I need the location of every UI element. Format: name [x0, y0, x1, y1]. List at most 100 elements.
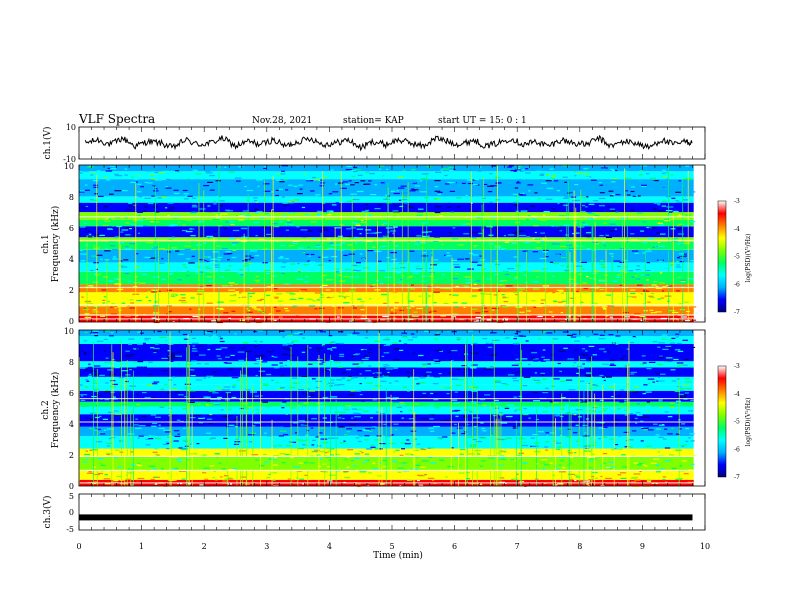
spec-spike [240, 370, 241, 486]
spec-speckle [297, 193, 303, 195]
spec-speckle [393, 346, 399, 348]
spec-speckle [395, 404, 399, 406]
spec-speckle [662, 478, 666, 481]
spec-speckle [519, 235, 526, 237]
spec-speckle [456, 368, 461, 370]
spec-speckle [578, 466, 584, 468]
spec-speckle [601, 306, 606, 308]
colorbar-ch1-scale [717, 200, 727, 313]
spec-speckle [324, 229, 329, 231]
spec-speckle [677, 364, 685, 367]
spec-speckle [152, 419, 160, 421]
spec-speckle [284, 364, 287, 366]
spec-speckle [166, 305, 172, 307]
spec-speckle [679, 393, 684, 395]
spec-speckle [454, 290, 457, 292]
spec-speckle [437, 191, 443, 193]
spec-speckle [222, 248, 228, 250]
spec-speckle [82, 170, 89, 172]
spec-speckle [668, 346, 672, 348]
spec-speckle [593, 441, 597, 444]
spec-speckle [451, 447, 454, 449]
spec-speckle [612, 423, 618, 425]
spec-speckle [552, 426, 556, 428]
spec-speckle [515, 267, 519, 269]
spec-speckle [220, 258, 226, 260]
spec-speckle [544, 406, 548, 408]
spec-speckle [225, 430, 231, 432]
spec-speckle [582, 268, 585, 270]
spec-speckle [583, 445, 591, 447]
spec-speckle [142, 218, 146, 220]
spec-speckle [421, 255, 429, 257]
spec-speckle [572, 365, 575, 367]
spec-speckle [549, 401, 554, 403]
spec-speckle [206, 235, 214, 237]
spec-speckle [436, 188, 440, 190]
spec-speckle [655, 287, 663, 289]
spec-speckle [321, 343, 326, 345]
spec-speckle [114, 283, 122, 285]
spec-speckle [517, 165, 522, 168]
spec-speckle [286, 343, 294, 345]
spec-speckle [434, 180, 441, 182]
spec-spike [86, 235, 88, 322]
spec-speckle [434, 360, 441, 362]
spec-speckle [223, 242, 230, 244]
spec-speckle [665, 357, 673, 359]
spec-speckle [301, 185, 305, 187]
spec-speckle [175, 250, 180, 252]
spec-speckle [429, 414, 435, 416]
spec-speckle [128, 423, 132, 425]
spec-speckle [671, 337, 676, 339]
spec-speckle [155, 202, 159, 204]
spec-speckle [256, 179, 263, 181]
spec-speckle [238, 219, 245, 221]
spec-speckle [671, 382, 675, 384]
spec-speckle [587, 357, 594, 359]
spec-speckle [500, 422, 508, 424]
spec-speckle [453, 263, 460, 266]
spec-spike [272, 176, 274, 322]
spec-speckle [204, 174, 209, 176]
spec-speckle [583, 223, 589, 225]
spec-speckle [642, 221, 647, 223]
spec-speckle [292, 344, 295, 346]
spec-speckle [116, 475, 122, 478]
spec-speckle [254, 212, 258, 214]
spec-speckle [445, 185, 449, 187]
spec-speckle [664, 428, 668, 430]
spec-speckle [635, 278, 641, 280]
spec-speckle [157, 197, 162, 199]
spec-speckle [557, 362, 561, 365]
spec-speckle [662, 476, 667, 478]
spec-spike [340, 171, 342, 322]
spec-speckle [682, 460, 687, 462]
spec-speckle [292, 242, 298, 244]
spec1-ytick-0: 0 [69, 317, 74, 326]
spec-speckle [346, 165, 352, 168]
spec-speckle [377, 260, 382, 262]
spec-speckle [307, 246, 310, 248]
spec-speckle [535, 361, 542, 364]
spec-speckle [459, 428, 465, 430]
spec-speckle [520, 210, 528, 212]
spec-speckle [382, 227, 385, 229]
spec-speckle [277, 352, 283, 354]
spec-speckle [598, 427, 606, 429]
spec-speckle [298, 332, 304, 334]
spec-speckle [433, 302, 437, 304]
spec-speckle [630, 373, 635, 375]
spec-speckle [683, 394, 687, 396]
spec-speckle [664, 198, 671, 200]
spec-speckle [456, 206, 461, 208]
spec-speckle [609, 341, 616, 343]
spec-speckle [360, 301, 365, 303]
spec-speckle [158, 426, 162, 428]
spec-speckle [653, 336, 661, 338]
spec-speckle [431, 479, 435, 482]
spec-speckle [298, 462, 304, 464]
spec-speckle [215, 336, 219, 338]
spec-speckle [451, 350, 458, 352]
spec-speckle [558, 350, 566, 352]
